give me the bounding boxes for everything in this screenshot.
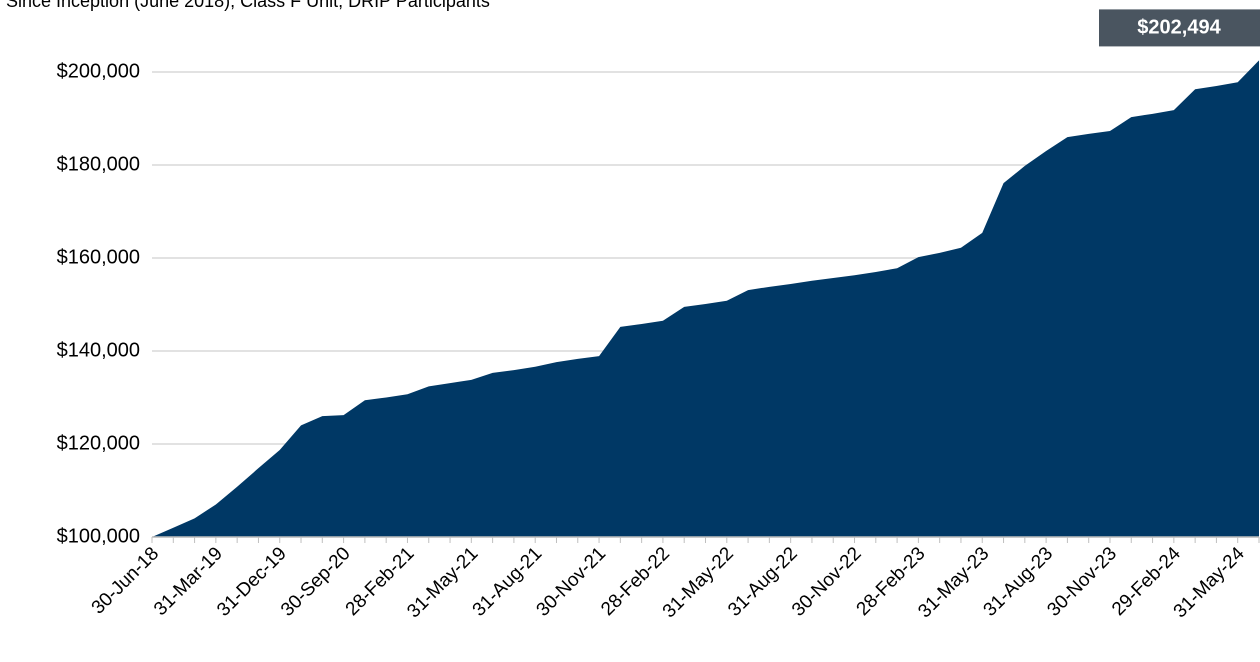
chart-subtitle: Since Inception (June 2018), Class F Uni… xyxy=(6,0,490,11)
y-tick-label: $180,000 xyxy=(57,153,140,175)
x-tick-label: 30-Nov-21 xyxy=(533,543,611,621)
y-tick-label: $200,000 xyxy=(57,60,140,82)
y-tick-label: $100,000 xyxy=(57,525,140,547)
y-tick-label: $140,000 xyxy=(57,339,140,361)
y-tick-label: $160,000 xyxy=(57,246,140,268)
x-tick-label: 30-Nov-23 xyxy=(1043,543,1121,621)
area xyxy=(152,60,1259,538)
value-label: $202,494 xyxy=(1137,17,1221,39)
y-tick-label: $120,000 xyxy=(57,432,140,454)
x-tick-label: 30-Nov-22 xyxy=(788,543,866,621)
x-tick-label: 30-Sep-20 xyxy=(277,543,355,621)
value-label-box xyxy=(1099,9,1260,47)
